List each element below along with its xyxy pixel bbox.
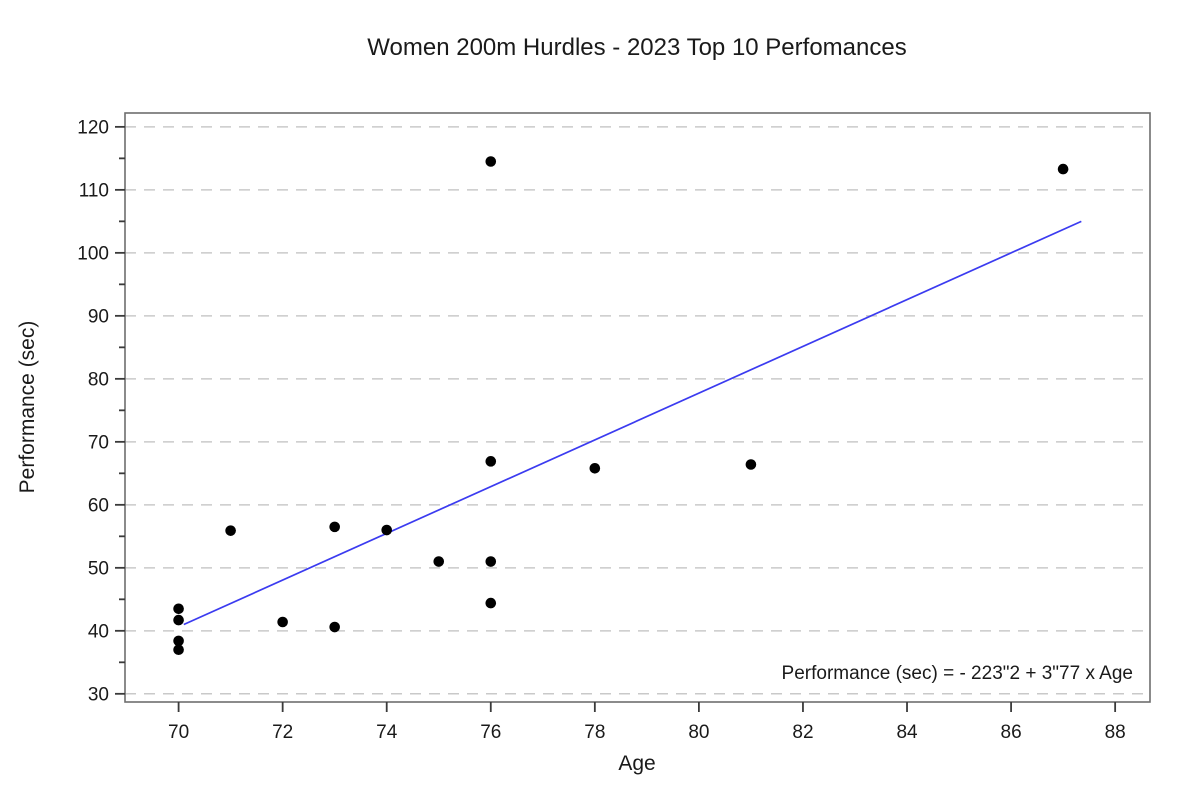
scatter-point <box>277 616 288 628</box>
y-axis-label: Performance (sec) <box>16 321 39 494</box>
y-tick-label: 50 <box>88 558 109 579</box>
scatter-point <box>173 644 184 656</box>
x-tick-label: 80 <box>688 722 709 743</box>
scatter-point <box>329 621 340 633</box>
scatter-point <box>485 556 497 567</box>
scatter-point <box>381 524 393 536</box>
regression-equation-annotation: Performance (sec) = - 223"2 + 3"77 x Age <box>782 663 1133 684</box>
gridlines <box>125 126 1150 695</box>
data-points <box>173 156 1069 656</box>
scatter-point <box>589 462 601 474</box>
x-axis-label: Age <box>618 752 655 775</box>
scatter-point <box>433 556 445 567</box>
x-tick-label: 82 <box>792 722 813 743</box>
y-tick-label: 30 <box>88 684 109 705</box>
x-tick-label: 86 <box>1001 722 1022 743</box>
axis-ticks <box>115 125 1117 712</box>
y-tick-label: 60 <box>88 495 109 516</box>
x-tick-label: 78 <box>584 722 605 743</box>
x-tick-label: 72 <box>272 722 293 743</box>
y-tick-label: 40 <box>88 621 109 642</box>
scatter-point <box>173 635 184 647</box>
scatter-point <box>173 614 184 626</box>
y-tick-label: 90 <box>88 306 109 327</box>
scatter-point <box>225 525 236 536</box>
scatter-point <box>329 521 340 533</box>
x-tick-label: 88 <box>1105 722 1126 743</box>
axis-tick-labels: 30 40 50 60 70 80 90 100 110 120 70 72 74 76 78 80 82 84 8… <box>77 117 1125 743</box>
y-tick-label: 80 <box>88 369 109 390</box>
x-tick-label: 84 <box>896 722 918 743</box>
x-tick-label: 76 <box>480 722 501 743</box>
x-tick-label: 70 <box>168 722 189 743</box>
scatter-point <box>485 156 497 167</box>
x-tick-label: 74 <box>376 722 398 743</box>
scatter-point <box>485 597 497 609</box>
y-tick-label: 110 <box>79 180 109 201</box>
scatter-point <box>485 456 497 467</box>
chart-title: Women 200m Hurdles - 2023 Top 10 Perfoma… <box>367 34 906 61</box>
scatter-point <box>745 459 757 470</box>
y-tick-label: 100 <box>77 243 109 264</box>
scatter-point <box>173 603 184 615</box>
scatter-point <box>1057 163 1069 175</box>
plot-area-border <box>124 112 1151 703</box>
regression-line <box>183 220 1082 626</box>
y-tick-label: 70 <box>88 432 109 453</box>
y-tick-label: 120 <box>77 117 109 138</box>
